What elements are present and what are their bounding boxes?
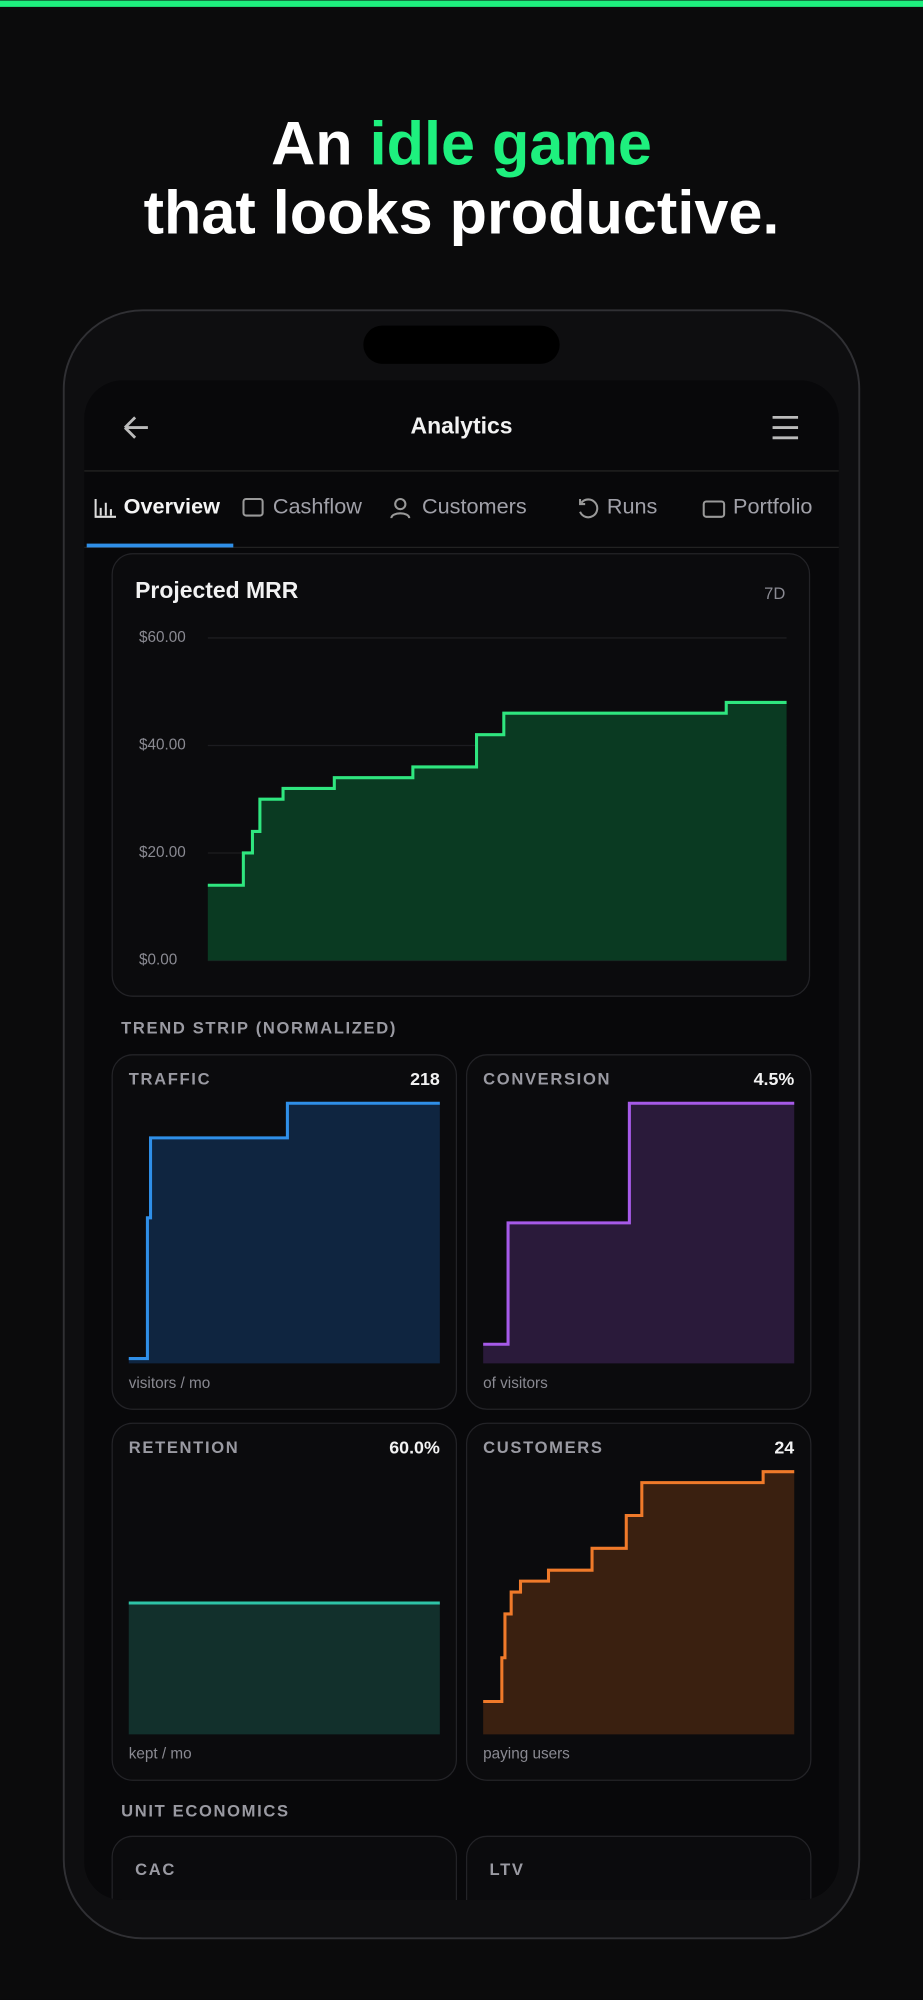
area (483, 1471, 795, 1735)
card-title: RETENTION (129, 1438, 240, 1457)
tab-icon (94, 498, 117, 518)
headline-highlight: idle game (370, 110, 652, 178)
tab-icon (390, 512, 411, 519)
screen-title: Analytics (411, 413, 513, 439)
menu-button[interactable] (772, 415, 799, 440)
tab[interactable]: Customers (422, 494, 527, 519)
tab[interactable]: Cashflow (273, 494, 362, 519)
card-caption: paying users (483, 1746, 570, 1763)
card-title: TRAFFIC (129, 1070, 211, 1089)
line (207, 700, 787, 887)
tab-indicator (86, 543, 234, 548)
top-bar (0, 0, 923, 7)
card (465, 1835, 812, 1901)
card-caption: kept / mo (129, 1746, 192, 1763)
y-tick-label: $20.00 (139, 844, 186, 861)
card-value: 60.0% (389, 1437, 440, 1457)
tab-icon (242, 497, 264, 517)
card-value: 218 (410, 1069, 440, 1089)
headline: An idle game (271, 110, 652, 178)
line (483, 1101, 795, 1346)
area (128, 1603, 440, 1735)
range-label: 7D (764, 584, 785, 603)
notch (363, 325, 560, 364)
headline-lead: An (271, 110, 353, 178)
card-caption: visitors / mo (129, 1375, 211, 1392)
chart-title: Projected MRR (135, 577, 299, 603)
line (128, 1101, 440, 1361)
card-title: CUSTOMERS (483, 1438, 603, 1457)
card-value: 24 (774, 1437, 794, 1457)
tab[interactable]: Runs (607, 494, 658, 519)
y-tick-label: $0.00 (139, 952, 177, 969)
tab-icon (394, 497, 407, 511)
card-value: 4.5% (754, 1069, 795, 1089)
section-title: TREND STRIP (NORMALIZED) (121, 1019, 397, 1038)
area (483, 1103, 795, 1364)
card-caption: of visitors (483, 1375, 548, 1392)
back-button[interactable] (123, 416, 148, 439)
tab[interactable]: Portfolio (733, 494, 812, 519)
card-title: CAC (135, 1860, 176, 1879)
y-tick-label: $60.00 (139, 629, 186, 646)
card (111, 1835, 458, 1901)
headline-line: that looks productive. (144, 178, 780, 246)
card-title: CONVERSION (483, 1070, 611, 1089)
tab[interactable]: Overview (124, 494, 220, 519)
area (207, 702, 787, 961)
tab-icon (579, 498, 599, 519)
section-title: UNIT ECONOMICS (121, 1801, 290, 1820)
card-title: LTV (490, 1860, 525, 1879)
area (128, 1103, 440, 1364)
y-tick-label: $40.00 (139, 736, 186, 753)
line (483, 1470, 795, 1704)
tab-icon (702, 500, 726, 518)
